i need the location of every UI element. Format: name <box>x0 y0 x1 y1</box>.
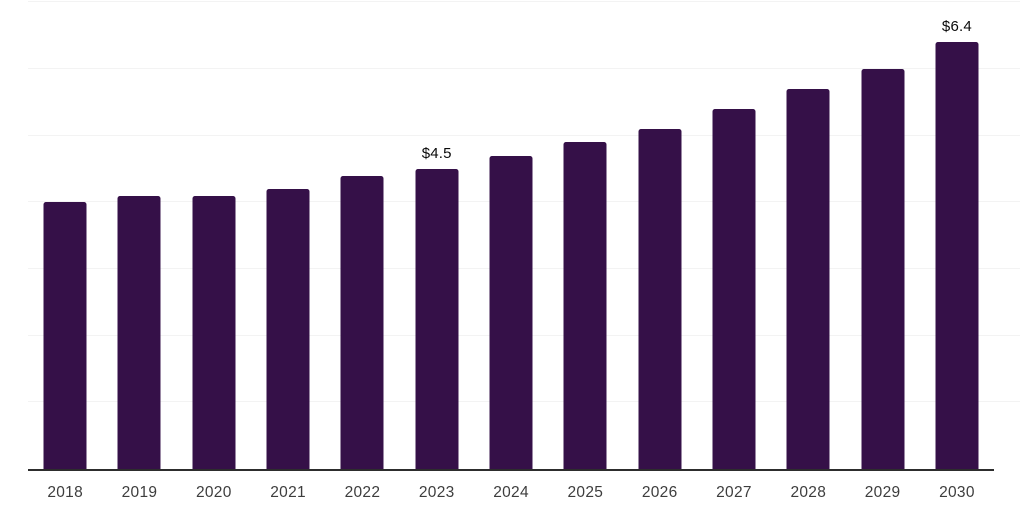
bar-value-label: $4.5 <box>421 144 452 162</box>
bar-slot: $4.5 <box>400 0 474 469</box>
bar-slot <box>177 0 251 469</box>
x-axis-line <box>28 469 994 471</box>
bar-2019 <box>117 195 161 469</box>
bar-slot <box>28 0 102 469</box>
bar-2024 <box>489 155 533 469</box>
x-tick-label: 2026 <box>641 484 678 501</box>
bar-2018 <box>43 202 87 469</box>
gridline <box>28 134 1020 136</box>
x-tick-label: 2029 <box>864 484 901 501</box>
bar-slot <box>251 0 325 469</box>
bar-slot <box>623 0 697 469</box>
x-tick-label: 2019 <box>121 484 158 501</box>
bar-2023 <box>415 168 459 469</box>
bar-slot <box>474 0 548 469</box>
bar-value-label: $6.4 <box>941 18 972 36</box>
x-tick-label: 2020 <box>195 484 232 501</box>
bar-2022 <box>340 175 384 469</box>
gridline <box>28 67 1020 69</box>
x-tick-label: 2018 <box>47 484 83 501</box>
bar-2026 <box>638 128 682 469</box>
x-tick-label: 2030 <box>939 484 975 501</box>
x-tick-label: 2025 <box>567 484 604 501</box>
x-tick-label: 2024 <box>493 484 529 501</box>
bar-slot <box>325 0 399 469</box>
bars-area: $4.5 $6.4 <box>28 0 994 469</box>
bar-2021 <box>266 188 310 469</box>
bar-slot: $6.4 <box>920 0 994 469</box>
bar-2027 <box>712 108 756 469</box>
x-axis-labels: 2018 2019 2020 2021 2022 2023 2024 2025 2026 2027… <box>28 485 994 501</box>
bar-slot <box>697 0 771 469</box>
bar-2025 <box>563 142 607 469</box>
x-tick-label: 2023 <box>418 484 455 501</box>
bar-slot <box>845 0 919 469</box>
bar-2030 <box>935 42 979 469</box>
x-tick-label: 2022 <box>344 484 381 501</box>
bar-slot <box>102 0 176 469</box>
bar-slot <box>771 0 845 469</box>
x-tick-label: 2027 <box>716 484 752 501</box>
bar-2028 <box>786 88 830 469</box>
bar-2029 <box>861 68 905 469</box>
x-tick-label: 2021 <box>270 484 306 501</box>
bar-2020 <box>192 195 236 469</box>
x-tick-label: 2028 <box>790 484 827 501</box>
bar-slot <box>548 0 622 469</box>
gridline <box>28 1 1020 3</box>
